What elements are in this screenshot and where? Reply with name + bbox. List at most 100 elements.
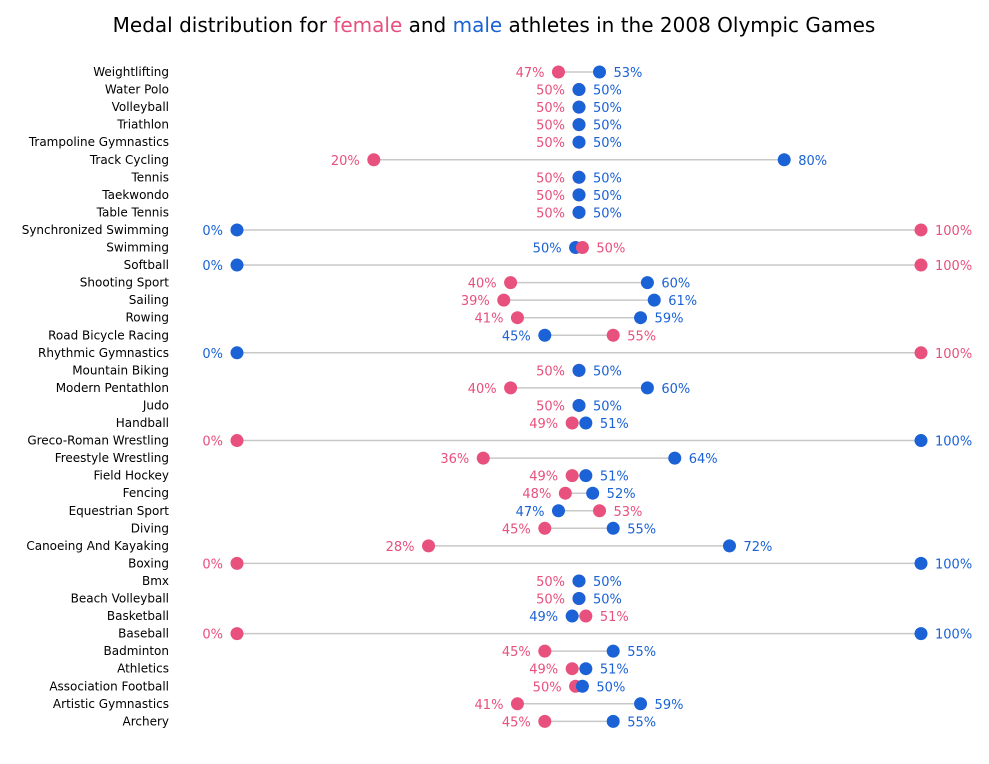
female-value-label: 47% [516, 66, 545, 81]
female-value-label: 50% [596, 242, 625, 257]
male-value-label: 47% [516, 505, 545, 520]
category-label: Boxing [128, 556, 169, 570]
male-value-label: 80% [798, 154, 827, 169]
female-value-label: 39% [461, 294, 490, 309]
male-value-label: 60% [661, 277, 690, 292]
male-point [572, 592, 586, 605]
category-label: Table Tennis [96, 205, 169, 219]
male-point [572, 83, 586, 97]
category-label: Modern Pentathlon [56, 381, 169, 395]
male-point [606, 644, 620, 658]
male-point [634, 311, 648, 325]
category-label: Synchronized Swimming [22, 223, 169, 237]
male-point [777, 153, 791, 167]
male-value-label: 100% [935, 435, 972, 450]
female-point [476, 451, 490, 465]
male-point [572, 170, 586, 184]
male-value-label: 55% [627, 522, 656, 537]
female-value-label: 100% [935, 347, 972, 362]
female-value-label: 55% [627, 329, 656, 344]
category-label: Association Football [49, 679, 169, 693]
male-point [640, 276, 654, 290]
category-label: Weightlifting [93, 65, 169, 79]
category-label: Badminton [104, 644, 169, 658]
female-point [579, 609, 593, 623]
category-label: Baseball [118, 627, 169, 641]
female-value-label: 0% [202, 557, 223, 572]
male-value-label: 50% [593, 206, 622, 221]
male-point [230, 346, 244, 360]
female-point [914, 258, 928, 272]
male-value-label: 50% [593, 399, 622, 414]
male-value-label: 50% [596, 680, 625, 695]
male-value-label: 50% [593, 364, 622, 379]
female-value-label: 50% [536, 189, 565, 204]
title-male-word: male [453, 13, 503, 37]
category-label: Bmx [142, 574, 169, 588]
male-value-label: 50% [593, 136, 622, 151]
male-value-label: 50% [593, 84, 622, 99]
female-value-label: 50% [533, 680, 562, 695]
female-point [565, 662, 579, 676]
female-value-label: 50% [536, 399, 565, 414]
female-value-label: 50% [536, 119, 565, 134]
title-part-3: and [402, 13, 452, 37]
female-value-label: 0% [202, 628, 223, 643]
category-label: Judo [142, 398, 169, 412]
female-point [422, 539, 436, 553]
male-value-label: 51% [600, 470, 629, 485]
male-point [572, 574, 586, 588]
category-label: Sailing [129, 293, 169, 307]
female-value-label: 36% [440, 452, 469, 467]
plot-area: Weightlifting 47% 53% Water Polo 50% 50% Volle… [22, 65, 972, 730]
category-label: Trampoline Gymnastics [28, 135, 169, 149]
title-part-5: athletes in the 2008 Olympic Games [502, 13, 875, 37]
female-value-label: 50% [536, 206, 565, 221]
female-point [914, 346, 928, 360]
female-point [551, 65, 565, 79]
female-value-label: 45% [502, 522, 531, 537]
category-label: Freestyle Wrestling [55, 451, 169, 465]
category-label: Road Bicycle Racing [48, 328, 169, 342]
female-value-label: 51% [600, 610, 629, 625]
female-point [565, 416, 579, 430]
category-label: Canoeing And Kayaking [26, 539, 169, 553]
female-value-label: 50% [536, 84, 565, 99]
male-point [914, 627, 928, 641]
category-label: Swimming [106, 241, 169, 255]
male-value-label: 100% [935, 628, 972, 643]
female-point [593, 504, 607, 518]
category-label: Handball [116, 416, 169, 430]
category-label: Field Hockey [94, 469, 169, 483]
male-point [722, 539, 736, 553]
chart-title: Medal distribution for female and male a… [113, 13, 876, 37]
female-point [367, 153, 381, 167]
female-point [230, 627, 244, 641]
male-value-label: 50% [593, 575, 622, 590]
category-label: Taekwondo [101, 188, 169, 202]
female-value-label: 0% [202, 435, 223, 450]
male-value-label: 45% [502, 329, 531, 344]
category-label: Tennis [131, 170, 169, 184]
category-label: Rhythmic Gymnastics [38, 346, 169, 360]
category-label: Fencing [123, 486, 169, 500]
female-value-label: 48% [522, 487, 551, 502]
female-point [606, 328, 620, 342]
male-point [538, 328, 552, 342]
female-value-label: 50% [536, 593, 565, 608]
female-value-label: 40% [468, 277, 497, 292]
male-value-label: 50% [593, 119, 622, 134]
male-value-label: 60% [661, 382, 690, 397]
female-point [538, 644, 552, 658]
male-value-label: 0% [202, 224, 223, 239]
male-point [579, 662, 593, 676]
female-value-label: 45% [502, 645, 531, 660]
female-point [230, 556, 244, 570]
category-label: Volleyball [112, 100, 169, 114]
category-label: Equestrian Sport [69, 504, 170, 518]
male-point [572, 118, 586, 132]
male-point [586, 486, 600, 500]
male-point [579, 469, 593, 483]
male-point [572, 100, 586, 114]
male-value-label: 55% [627, 645, 656, 660]
